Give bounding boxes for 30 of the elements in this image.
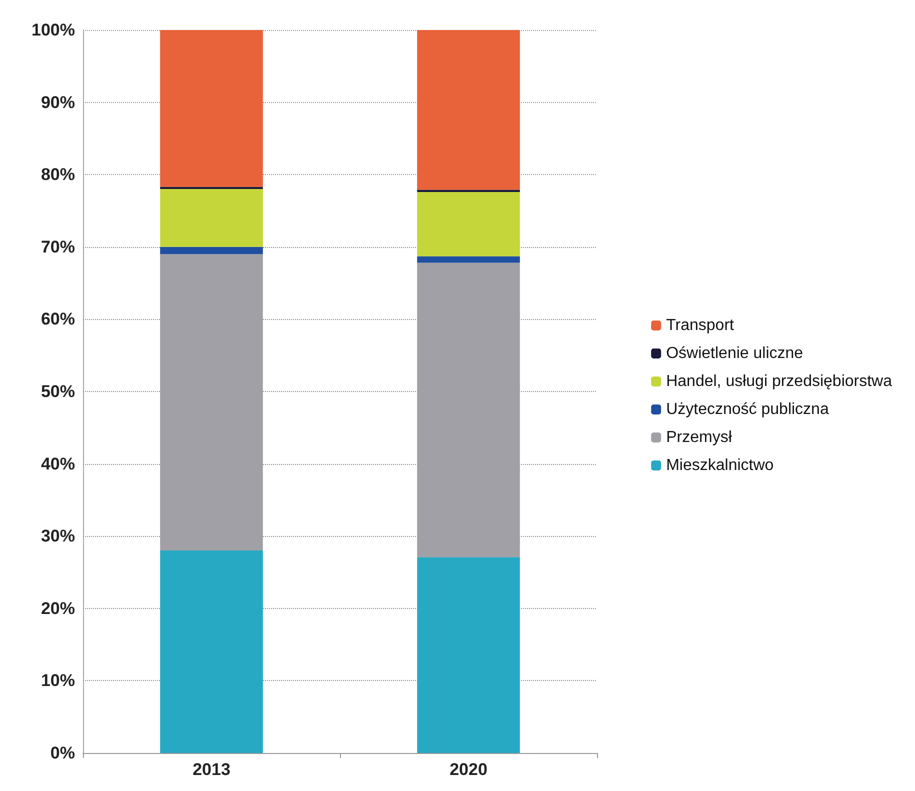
legend-label: Oświetlenie uliczne — [666, 345, 804, 362]
y-tick-label: 30% — [40, 526, 75, 546]
y-tick-label: 70% — [40, 237, 75, 256]
y-tick-label: 20% — [40, 598, 75, 618]
bar — [160, 254, 263, 551]
bar — [417, 256, 520, 263]
legend-label: Użyteczność publiczna — [666, 401, 829, 418]
y-tick-label: 0% — [50, 744, 75, 762]
legend-label: Mieszkalnictwo — [666, 457, 774, 474]
y-tick-label: 10% — [40, 671, 75, 690]
y-tick-label: 90% — [40, 92, 75, 112]
bar — [417, 557, 520, 753]
x-tick-label: 2013 — [192, 760, 230, 779]
legend-label: Przemysł — [666, 429, 732, 446]
bar — [417, 262, 520, 558]
bar — [160, 186, 263, 190]
y-tick-label: 80% — [40, 165, 75, 184]
bar — [417, 30, 520, 190]
bar — [160, 246, 263, 254]
legend-label: Handel, usługi przedsiębiorstwa — [666, 373, 892, 390]
y-tick-label: 40% — [40, 454, 75, 474]
bar — [417, 192, 520, 256]
y-tick-label: 60% — [40, 310, 75, 329]
legend-label: Transport — [666, 317, 735, 334]
x-tick-label: 2020 — [450, 760, 488, 779]
bar — [160, 30, 263, 187]
bar — [160, 550, 263, 753]
bar — [160, 189, 263, 247]
y-tick-label: 100% — [32, 20, 75, 40]
y-tick-label: 50% — [40, 382, 75, 401]
